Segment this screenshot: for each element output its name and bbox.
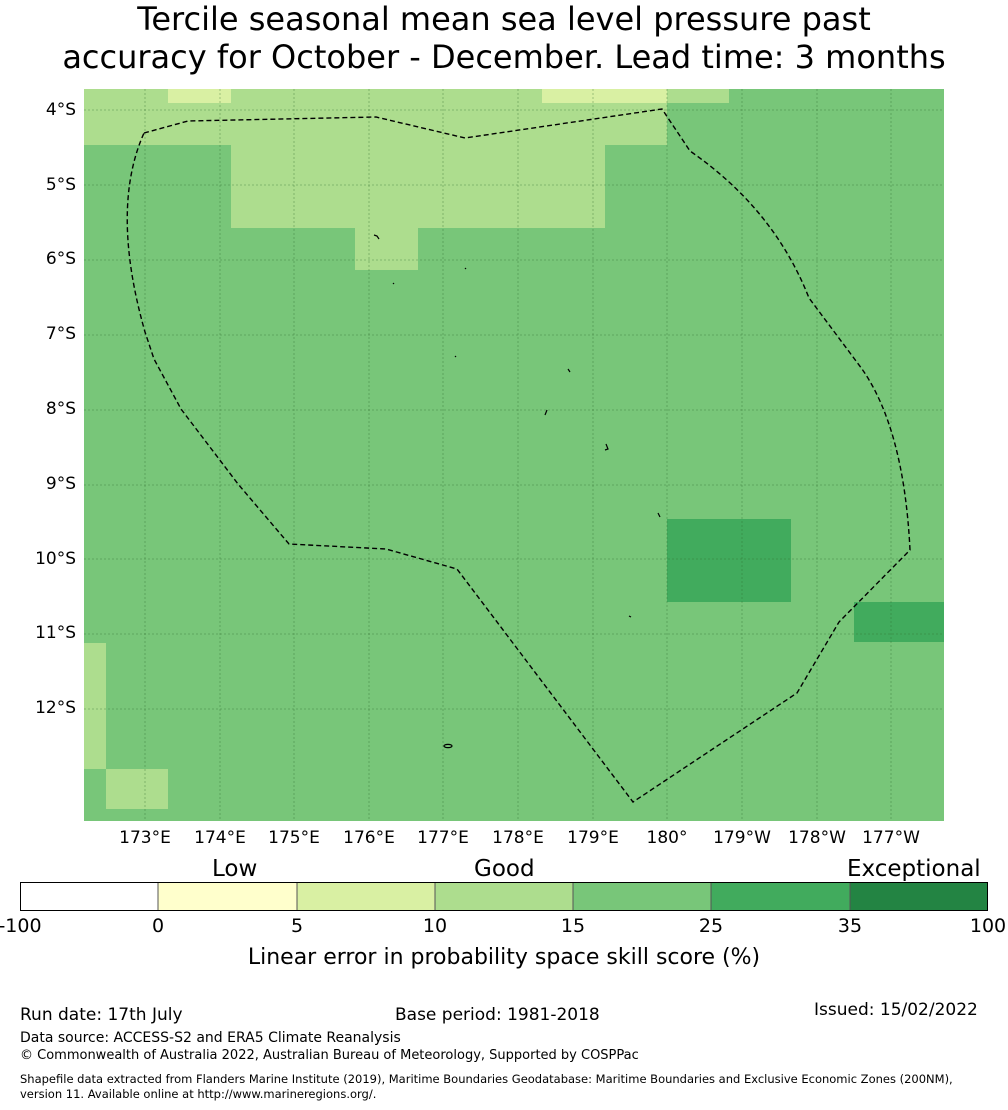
lat-label-7s: 7°S (45, 324, 76, 344)
lat-label-6s: 6°S (45, 249, 76, 269)
cell (106, 769, 168, 809)
lon-label-180: 180° (646, 828, 688, 848)
island (567, 368, 571, 373)
cells-25-35 (667, 519, 944, 642)
issued-date: Issued: 15/02/2022 (814, 1000, 978, 1020)
colorbar-bin (711, 882, 850, 911)
colorbar-bin (435, 882, 573, 911)
lon-label-178w: 178°W (788, 828, 846, 848)
island (464, 267, 467, 270)
island (604, 443, 609, 451)
colorbar-bin (573, 882, 711, 911)
colorbar-tick: 25 (698, 915, 724, 937)
legend-category-exceptional: Exceptional (847, 856, 981, 882)
lon-label-179e: 179°E (567, 828, 619, 848)
colorbar-tick: 10 (422, 915, 448, 937)
colorbar-tick: -100 (0, 915, 42, 937)
colorbar-tick: 5 (290, 915, 304, 937)
skill-score-map (84, 89, 944, 821)
island (373, 234, 380, 240)
colorbar-bin (158, 882, 297, 911)
copyright: © Commonwealth of Australia 2022, Austra… (20, 1048, 639, 1063)
shapefile-credit-line-1: Shapefile data extracted from Flanders M… (20, 1072, 953, 1086)
island (544, 409, 548, 416)
cell (854, 602, 944, 642)
lon-label-179w: 179°W (713, 828, 771, 848)
lon-label-175e: 175°E (268, 828, 320, 848)
cell (168, 89, 231, 103)
title-line-2: accuracy for October - December. Lead ti… (62, 38, 946, 76)
islands (373, 234, 661, 749)
title-line-1: Tercile seasonal mean sea level pressure… (137, 0, 871, 38)
cell (355, 228, 418, 270)
colorbar-tick: 15 (560, 915, 586, 937)
colorbar-bin (297, 882, 435, 911)
island (454, 355, 457, 358)
cell (667, 519, 791, 602)
island (657, 512, 661, 518)
gridlines (84, 89, 944, 821)
eez-boundary (126, 108, 911, 803)
lon-label-177e: 177°E (417, 828, 469, 848)
lat-label-12s: 12°S (35, 698, 76, 718)
lat-label-5s: 5°S (45, 175, 76, 195)
lat-label-10s: 10°S (35, 549, 76, 569)
data-source: Data source: ACCESS-S2 and ERA5 Climate … (20, 1030, 401, 1046)
map-title: Tercile seasonal mean sea level pressure… (0, 0, 1008, 76)
lat-label-8s: 8°S (45, 399, 76, 419)
lon-label-174e: 174°E (194, 828, 246, 848)
cell (542, 89, 667, 103)
lat-label-11s: 11°S (35, 623, 76, 643)
lat-label-4s: 4°S (45, 100, 76, 120)
lat-label-9s: 9°S (45, 474, 76, 494)
colorbar (20, 882, 988, 911)
lon-label-178e: 178°E (492, 828, 544, 848)
cell (231, 145, 605, 228)
lon-label-177w: 177°W (862, 828, 920, 848)
colorbar-tick: 35 (837, 915, 863, 937)
legend-category-good: Good (474, 856, 535, 882)
cell (84, 643, 106, 769)
shapefile-credit-line-2: version 11. Available online at http://w… (20, 1087, 377, 1101)
island (443, 743, 453, 749)
colorbar-bin (850, 882, 988, 911)
cells-5-10 (168, 89, 667, 103)
cell (667, 89, 729, 103)
colorbar-title: Linear error in probability space skill … (247, 945, 761, 970)
lon-label-173e: 173°E (119, 828, 171, 848)
island (628, 615, 632, 618)
colorbar-bin (20, 882, 158, 911)
colorbar-tick: 100 (969, 915, 1007, 937)
island (392, 282, 395, 285)
colorbar-tick: 0 (151, 915, 165, 937)
lon-label-176e: 176°E (343, 828, 395, 848)
legend-category-low: Low (212, 856, 258, 882)
base-period: Base period: 1981-2018 (395, 1005, 600, 1025)
run-date: Run date: 17th July (20, 1005, 183, 1025)
